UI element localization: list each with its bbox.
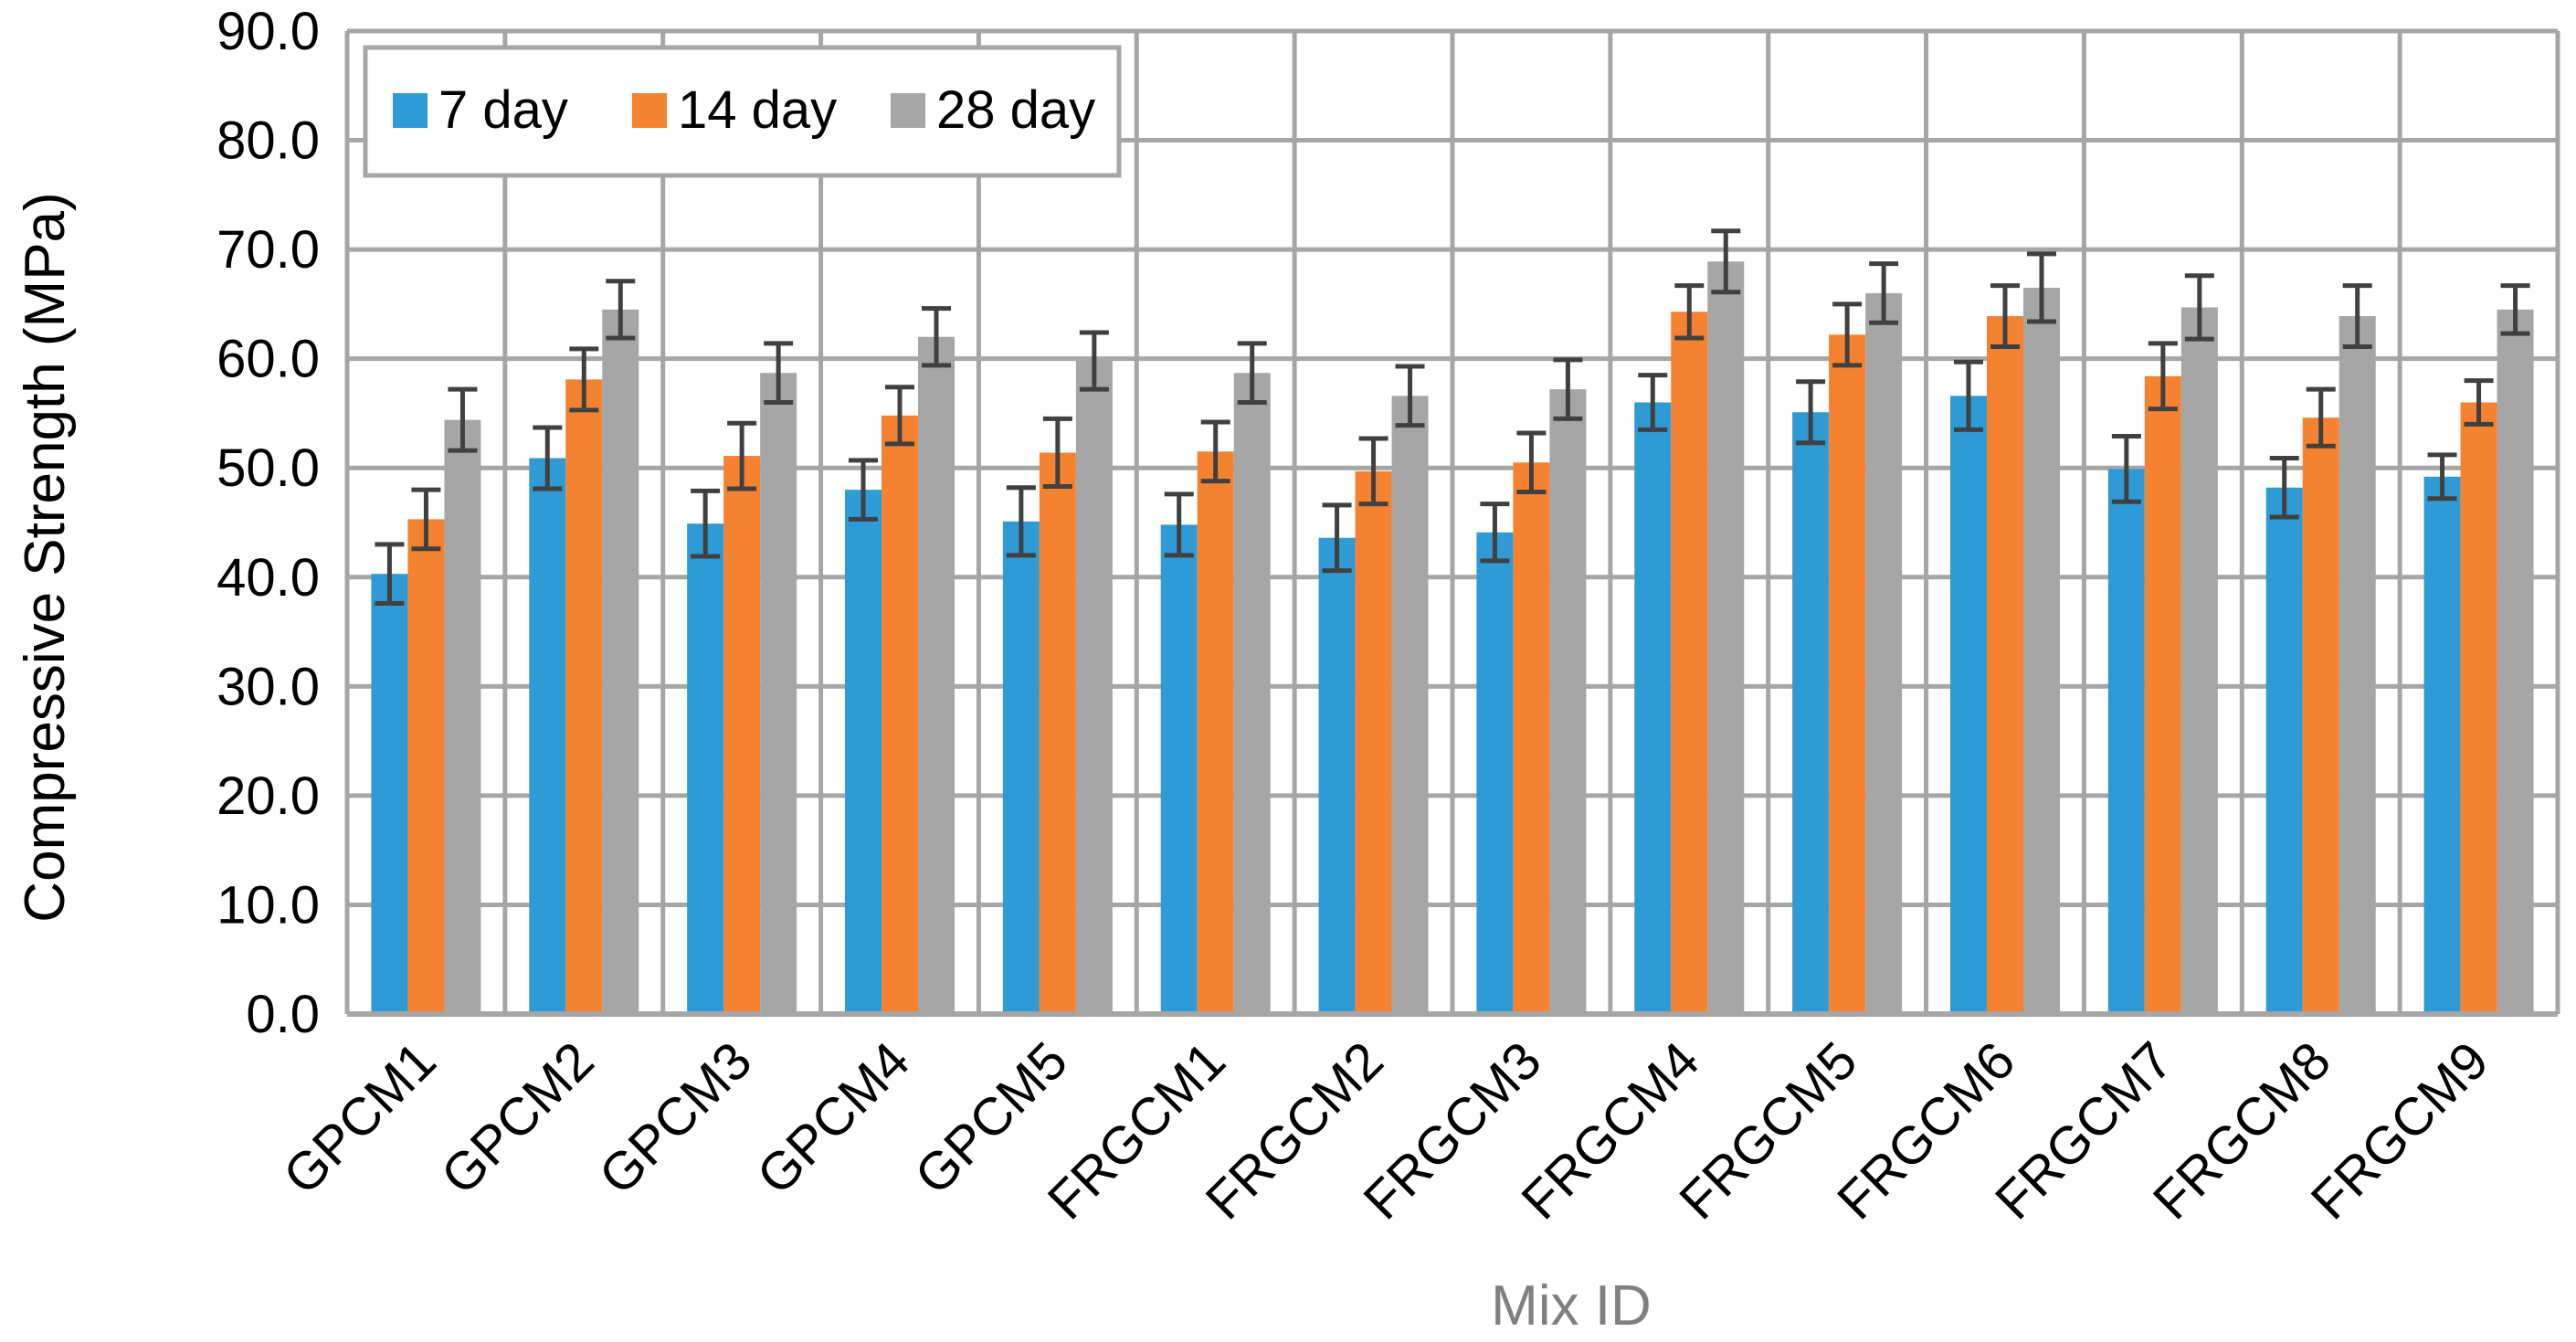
bar-14-day-frgcm7 [2144,375,2181,1015]
bar-7-day-frgcm9 [2423,476,2461,1014]
bar-28-day-gpcm5 [1075,361,1113,1015]
bars [371,261,2534,1015]
legend[interactable]: 7 day 14 day 28 day [363,45,1122,178]
y-tick-label: 20.0 [216,766,320,826]
bar-7-day-frgcm8 [2265,487,2303,1014]
bar-28-day-gpcm2 [602,309,639,1014]
legend-label-7-day: 7 day [438,80,568,140]
bar-14-day-gpcm1 [407,519,445,1014]
y-tick-label: 40.0 [216,548,320,608]
bar-28-day-frgcm1 [1233,373,1271,1015]
bar-14-day-frgcm6 [1987,316,2023,1014]
bar-7-day-frgcm7 [2107,469,2145,1014]
bar-7-day-gpcm2 [529,458,566,1014]
bar-14-day-frgcm5 [1829,334,1866,1014]
bar-14-day-frgcm9 [2460,402,2497,1014]
bar-28-day-gpcm1 [444,419,481,1014]
bar-28-day-frgcm6 [2023,287,2060,1014]
bar-14-day-gpcm2 [565,379,603,1015]
bar-28-day-gpcm3 [760,373,797,1015]
bar-7-day-frgcm4 [1634,402,1672,1014]
y-tick-label: 10.0 [216,875,320,935]
bar-28-day-frgcm5 [1865,292,1903,1014]
y-tick-label: 0.0 [246,985,320,1044]
bar-7-day-frgcm1 [1160,524,1198,1014]
bar-14-day-frgcm3 [1513,462,1550,1014]
bar-28-day-frgcm9 [2497,309,2534,1014]
y-axis-title: Compressive Strength (MPa) [14,192,77,922]
bar-7-day-gpcm5 [1002,521,1040,1014]
bar-14-day-gpcm3 [723,456,761,1014]
bar-7-day-frgcm3 [1476,532,1514,1014]
bar-28-day-frgcm8 [2338,316,2376,1014]
y-tick-label: 60.0 [216,330,320,389]
x-axis-title: Mix ID [1491,1274,1652,1337]
y-tick-label: 80.0 [216,111,320,171]
bar-28-day-frgcm4 [1707,261,1745,1014]
legend-box [363,45,1122,178]
bar-7-day-gpcm1 [371,574,408,1014]
y-tick-label: 30.0 [216,657,320,716]
bar-14-day-frgcm2 [1355,470,1392,1014]
legend-swatch-14-day [632,93,667,128]
legend-swatch-7-day [393,93,428,128]
bar-14-day-gpcm4 [882,415,918,1014]
bar-28-day-frgcm2 [1391,396,1429,1014]
bar-28-day-frgcm3 [1549,389,1587,1014]
bar-7-day-frgcm5 [1792,412,1830,1014]
bar-7-day-gpcm4 [845,490,882,1014]
bar-7-day-gpcm3 [687,523,724,1014]
bar-14-day-gpcm5 [1039,452,1076,1014]
y-tick-label: 50.0 [216,439,320,498]
bar-7-day-frgcm2 [1318,537,1356,1014]
legend-swatch-28-day [891,93,925,128]
bar-28-day-gpcm4 [918,336,955,1014]
bar-14-day-frgcm1 [1197,451,1234,1014]
y-tick-label: 90.0 [216,2,320,61]
legend-label-28-day: 28 day [936,80,1095,140]
bar-14-day-frgcm4 [1671,312,1708,1014]
bar-7-day-frgcm6 [1950,396,1987,1014]
error-bars [375,228,2530,606]
y-tick-label: 70.0 [216,220,320,280]
bar-28-day-frgcm7 [2180,307,2218,1014]
bar-14-day-frgcm8 [2302,417,2339,1014]
legend-label-14-day: 14 day [678,80,837,140]
